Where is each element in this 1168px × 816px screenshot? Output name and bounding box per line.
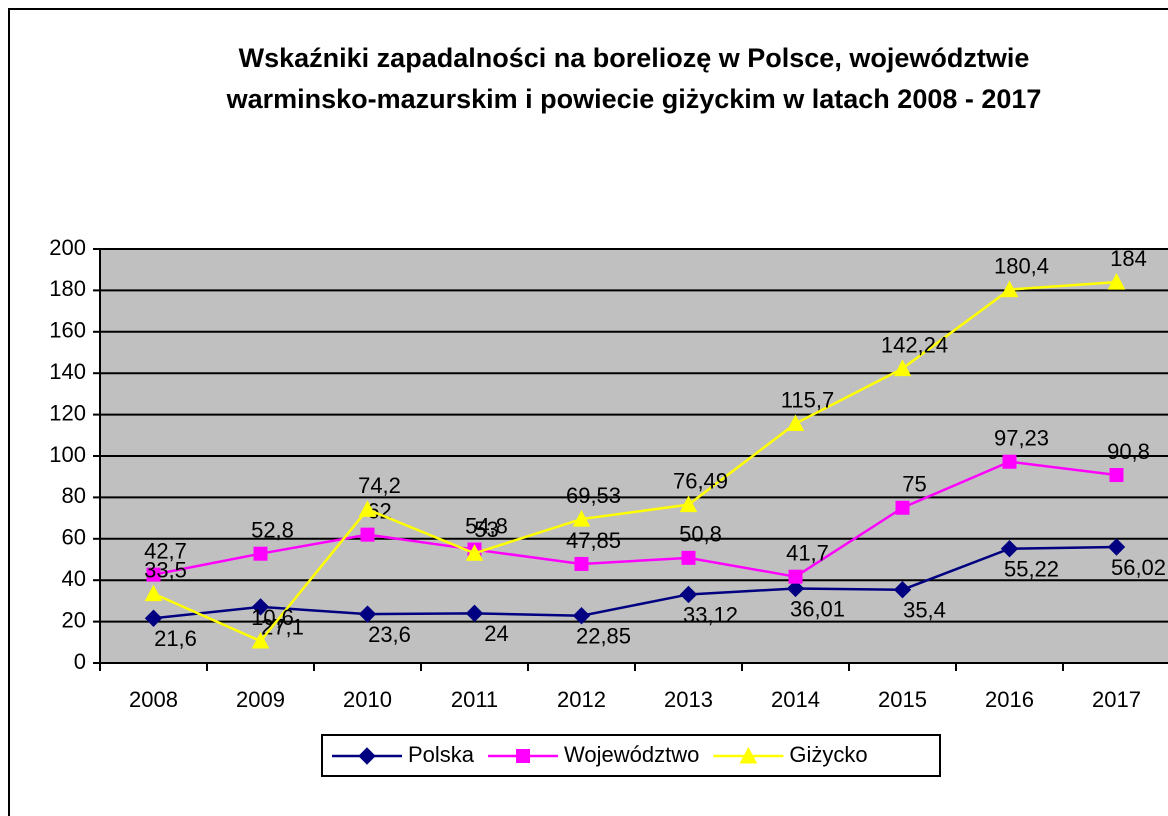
data-point [251, 631, 270, 649]
legend-label: Województwo [564, 742, 699, 767]
data-point [1002, 454, 1017, 469]
x-tick-label: 2011 [451, 687, 498, 712]
data-label: 42,7 [144, 538, 187, 563]
series-line [152, 280, 1117, 643]
data-label: 90,8 [1107, 439, 1150, 464]
y-tick-label: 120 [49, 400, 86, 425]
data-label: 142,24 [881, 332, 948, 357]
data-label: 21,6 [154, 626, 197, 651]
y-tick-label: 100 [49, 442, 86, 467]
legend-marker [739, 746, 758, 764]
series-line [153, 460, 1117, 578]
data-point [681, 550, 696, 565]
y-tick-label: 20 [62, 607, 86, 632]
data-point [893, 581, 912, 599]
x-tick-label: 2016 [985, 687, 1034, 712]
data-label: 52,8 [251, 518, 294, 543]
data-point [144, 609, 163, 627]
data-point [146, 567, 161, 582]
data-label: 41,7 [786, 540, 829, 565]
legend-label: Polska [408, 742, 475, 767]
y-tick-label: 0 [74, 649, 86, 674]
data-label: 33,12 [683, 602, 738, 627]
data-point [1000, 280, 1019, 298]
y-tick-label: 180 [49, 276, 86, 301]
data-label: 76,49 [673, 468, 728, 493]
data-label: 36,01 [790, 596, 845, 621]
x-tick-label: 2012 [557, 687, 606, 712]
data-point [358, 500, 377, 517]
data-label: 184 [1110, 246, 1147, 271]
data-point [465, 604, 484, 623]
x-tick-label: 2010 [343, 687, 392, 712]
data-point [1107, 538, 1126, 556]
x-tick-label: 2009 [236, 687, 285, 712]
data-label: 27,1 [261, 615, 304, 640]
data-label: 115,7 [781, 387, 834, 412]
legend-label: Giżycko [789, 742, 867, 767]
data-label: 54,8 [465, 513, 508, 538]
legend-box [321, 734, 941, 777]
data-label: 50,8 [679, 522, 722, 547]
y-tick-label: 60 [62, 525, 86, 550]
x-tick-label: 2013 [664, 687, 713, 712]
data-label: 180,4 [994, 253, 1049, 278]
data-label: 55,22 [1004, 557, 1059, 582]
data-label: 10,6 [251, 605, 294, 630]
data-point [572, 510, 591, 527]
y-tick-label: 200 [49, 235, 86, 260]
x-tick-label: 2017 [1092, 687, 1141, 712]
x-tick-label: 2008 [129, 687, 178, 712]
data-label: 97,23 [994, 426, 1049, 451]
data-point [572, 606, 591, 625]
x-tick-label: 2014 [771, 687, 820, 712]
data-label: 75 [902, 472, 926, 497]
data-point [360, 527, 375, 542]
data-point [786, 414, 805, 432]
data-point [253, 546, 268, 561]
x-tick-label: 2015 [878, 687, 927, 712]
data-label: 74,2 [358, 473, 401, 498]
data-label: 47,85 [566, 528, 621, 553]
data-label: 56,02 [1111, 555, 1166, 580]
data-point [1109, 468, 1124, 483]
data-point [465, 544, 484, 561]
data-point [1107, 273, 1126, 290]
data-point [679, 585, 698, 604]
data-label: 24 [484, 621, 508, 646]
y-tick-label: 160 [49, 318, 86, 343]
data-point [893, 359, 912, 377]
data-point [788, 569, 803, 584]
data-label: 35,4 [903, 598, 946, 623]
data-point [679, 495, 698, 513]
data-point [574, 556, 589, 571]
data-point [1000, 539, 1019, 558]
data-label: 53 [474, 517, 498, 542]
data-point [251, 598, 270, 616]
chart-title: Wskaźniki zapadalności na boreliozę w Po… [226, 43, 1042, 114]
legend-marker [516, 749, 531, 763]
data-label: 22,85 [576, 624, 631, 649]
series-line [153, 545, 1117, 620]
data-point [895, 500, 910, 515]
y-tick-label: 40 [62, 566, 86, 591]
data-point [786, 579, 805, 598]
legend-marker [358, 747, 376, 765]
data-label: 69,53 [566, 483, 621, 508]
data-label: 23,6 [368, 622, 411, 647]
data-label: 33,5 [144, 557, 187, 582]
y-tick-label: 80 [62, 483, 86, 508]
data-point [144, 584, 163, 602]
y-tick-label: 140 [49, 359, 86, 384]
data-point [358, 605, 377, 623]
